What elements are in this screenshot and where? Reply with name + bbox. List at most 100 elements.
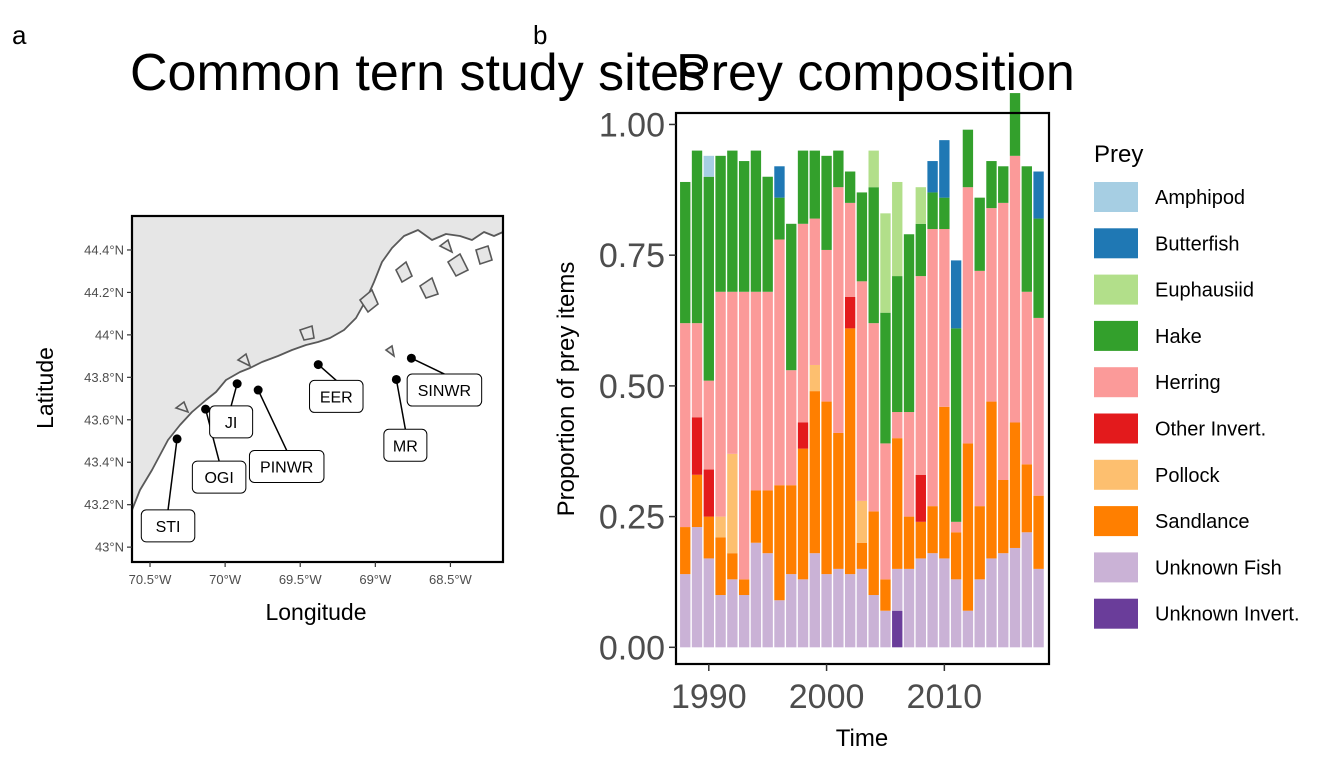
bar-2004-unknown-fish	[868, 595, 879, 648]
x-tick-label: 1990	[671, 678, 747, 716]
bar-2005-hake	[880, 312, 891, 444]
bar-2004-herring	[868, 323, 879, 512]
map-plot-area: STI OGI JI PINWR EER MR SINWR	[130, 214, 505, 564]
legend-swatch	[1094, 367, 1138, 398]
island	[236, 352, 252, 368]
site-label: OGI	[204, 470, 233, 487]
bar-2014-sandlance	[986, 401, 997, 559]
x-tick-label: 2010	[907, 678, 983, 716]
bar-1997-herring	[786, 370, 797, 486]
bar-2017-herring	[1021, 291, 1032, 465]
bar-2010-hake	[939, 197, 950, 230]
bar-2018-sandlance	[1033, 495, 1044, 569]
bar-2005-unknown-fish	[880, 610, 891, 648]
bar-stack-area	[680, 93, 1044, 648]
bar-2003-hake	[856, 192, 868, 282]
map-y-axis-title: Latitude	[32, 347, 58, 429]
map-x-axis-title: Longitude	[265, 599, 366, 625]
legend-item-herring: Herring	[1094, 367, 1221, 398]
bar-2018-herring	[1033, 317, 1044, 496]
panel-a-map: a Common tern study sites STI OGI JI PINWR E…	[12, 20, 705, 625]
bar-2002-hake	[844, 171, 856, 203]
site-label-box	[191, 460, 247, 494]
bar-1992-hake	[727, 150, 738, 292]
bar-1990-sandlance	[703, 516, 714, 559]
legend-item-unknown-fish: Unknown Fish	[1094, 552, 1282, 583]
bar-2016-unknown-fish	[1009, 547, 1021, 648]
site-label-box	[248, 449, 325, 483]
site-label-box	[383, 428, 428, 462]
bar-2000-sandlance	[821, 401, 832, 575]
map-x-tick-label: 70.5°W	[129, 572, 173, 587]
site-label: MR	[393, 438, 418, 455]
legend-swatch	[1094, 182, 1138, 212]
legend-label: Sandlance	[1155, 511, 1250, 533]
bar-1991-unknown-fish	[715, 595, 726, 648]
bar-2000-unknown-fish	[821, 574, 832, 648]
bar-2011-sandlance	[950, 532, 962, 580]
legend-item-euphausiid: Euphausiid	[1094, 274, 1254, 305]
site-label-box	[209, 405, 254, 439]
bar-2008-hake	[915, 223, 926, 277]
map-y-tick-label: 43°N	[95, 540, 124, 555]
bar-2017-sandlance	[1021, 464, 1032, 533]
bar-1990-hake	[703, 176, 714, 381]
site-point	[201, 404, 211, 414]
bar-1990-herring	[703, 380, 714, 470]
map-x-ticks: 70.5°W 70°W 69.5°W 69°W 68.5°W	[129, 562, 473, 587]
y-tick-label: 0.25	[599, 499, 665, 537]
site-pinwr: PINWR	[248, 385, 325, 483]
bar-1997-sandlance	[786, 485, 797, 575]
bar-1998-other-invert	[797, 422, 809, 449]
bar-1991-herring	[715, 291, 726, 517]
map-y-tick-label: 44.4°N	[84, 242, 124, 257]
bar-2009-unknown-fish	[927, 553, 938, 648]
bar-2003-herring	[856, 281, 868, 501]
bar-1991-hake	[715, 155, 726, 292]
bar-1996-butterfish	[774, 166, 785, 198]
bar-1988-hake	[680, 181, 691, 324]
bar-1990-other-invert	[703, 469, 714, 517]
legend-swatch	[1094, 274, 1138, 305]
bar-2018-unknown-fish	[1033, 568, 1044, 648]
panel-a-letter: a	[12, 20, 27, 50]
bar-2003-sandlance	[856, 542, 868, 569]
bar-1995-hake	[762, 176, 773, 292]
bar-1990-unknown-fish	[703, 558, 714, 648]
legend-label: Amphipod	[1155, 187, 1245, 209]
bar-2006-hake	[892, 276, 903, 413]
legend-swatch	[1094, 598, 1138, 629]
bar-2008-unknown-fish	[915, 558, 926, 648]
bar-2009-butterfish	[927, 161, 938, 193]
island	[298, 324, 315, 341]
bar-2006-herring	[892, 412, 903, 439]
legend-item-other-invert: Other Invert.	[1094, 413, 1266, 444]
bar-1992-sandlance	[727, 553, 738, 580]
bar-2003-pollock	[856, 500, 868, 543]
map-frame	[130, 214, 505, 564]
bar-2010-herring	[939, 229, 950, 407]
bar-1991-sandlance	[715, 537, 726, 596]
site-point	[406, 353, 416, 363]
bar-2016-herring	[1009, 155, 1021, 423]
bar-2017-unknown-fish	[1021, 532, 1032, 648]
bar-2011-unknown-fish	[950, 579, 962, 648]
bar-1998-sandlance	[797, 448, 809, 580]
island	[394, 260, 414, 284]
site-sinwr: SINWR	[406, 353, 483, 407]
bar-1993-herring	[738, 291, 750, 580]
bar-2001-hake	[833, 150, 844, 188]
site-label-box	[406, 373, 483, 407]
legend-swatch	[1094, 228, 1138, 259]
legend-label: Butterfish	[1155, 233, 1239, 255]
island	[418, 276, 440, 299]
bar-2000-hake	[821, 155, 832, 250]
bar-1995-unknown-fish	[762, 553, 773, 648]
bar-2011-butterfish	[950, 260, 962, 329]
site-leader-line	[395, 379, 407, 430]
bar-2014-hake	[986, 161, 997, 209]
bar-2002-herring	[844, 202, 856, 297]
bar-2012-hake	[962, 129, 974, 188]
island	[438, 238, 454, 254]
bar-2006-sandlance	[892, 438, 903, 569]
